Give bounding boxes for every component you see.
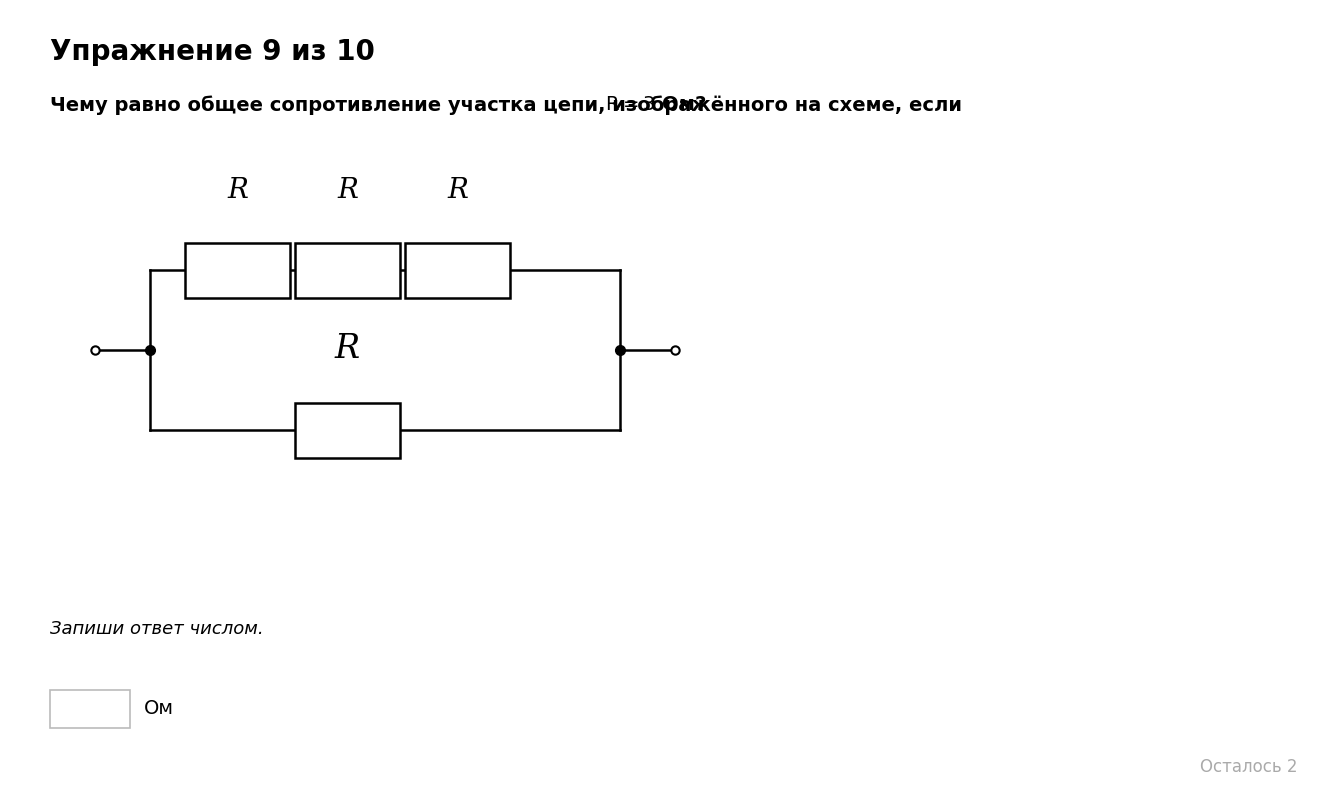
Text: Осталось 2: Осталось 2: [1200, 758, 1296, 776]
Text: R: R: [334, 333, 360, 364]
Bar: [405, 242, 510, 298]
Text: Запиши ответ числом.: Запиши ответ числом.: [50, 620, 264, 638]
Bar: [295, 242, 399, 298]
Text: Чему равно общее сопротивление участка цепи, изображённого на схеме, если: Чему равно общее сопротивление участка ц…: [50, 95, 969, 114]
Text: $\mathrm{R} = 3$ Ом?: $\mathrm{R} = 3$ Ом?: [605, 95, 706, 114]
Bar: [184, 242, 291, 298]
Text: R: R: [227, 178, 248, 205]
Bar: [50, 690, 130, 728]
Bar: [295, 403, 399, 457]
Text: Ом: Ом: [145, 700, 174, 719]
Text: R: R: [447, 178, 468, 205]
Text: Упражнение 9 из 10: Упражнение 9 из 10: [50, 38, 374, 66]
Text: R: R: [337, 178, 358, 205]
